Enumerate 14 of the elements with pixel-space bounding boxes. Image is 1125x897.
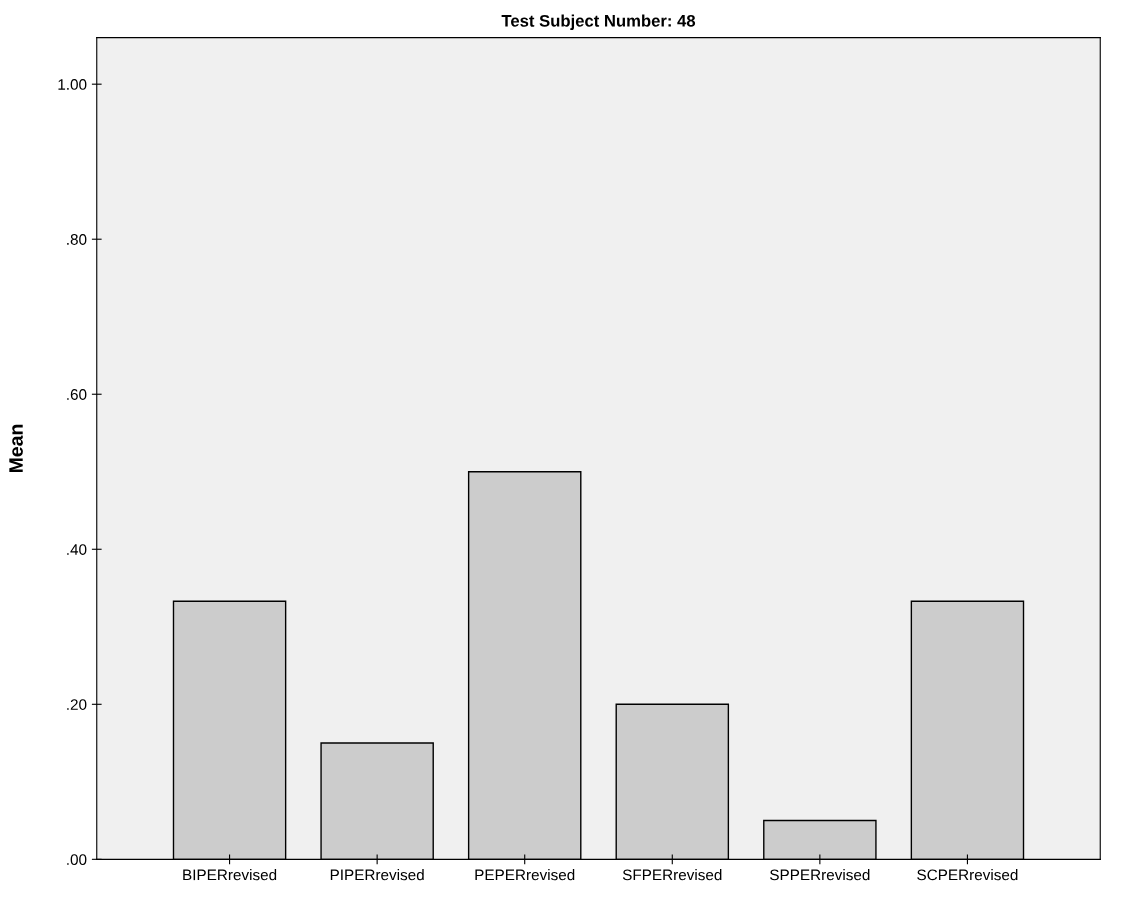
x-tick-label: PEPERrevised [475, 869, 575, 881]
y-tick-label: .40 [67, 544, 87, 555]
x-tick-label: SPPERrevised [770, 869, 870, 881]
chart-title: Test Subject Number: 48 [501, 14, 696, 31]
y-tick-label: 1.00 [58, 79, 87, 90]
x-tick-label: SFPERrevised [622, 869, 722, 881]
y-tick-label: .60 [67, 389, 87, 400]
y-tick-label: .20 [67, 699, 87, 710]
y-tick-label: .80 [67, 234, 87, 245]
x-tick-label: SCPERrevised [917, 869, 1018, 881]
y-axis-title: Mean [9, 424, 23, 473]
x-tick-label: PIPERrevised [330, 869, 424, 881]
y-tick-label: .00 [67, 854, 87, 866]
x-tick-label: BIPERrevised [183, 869, 277, 881]
